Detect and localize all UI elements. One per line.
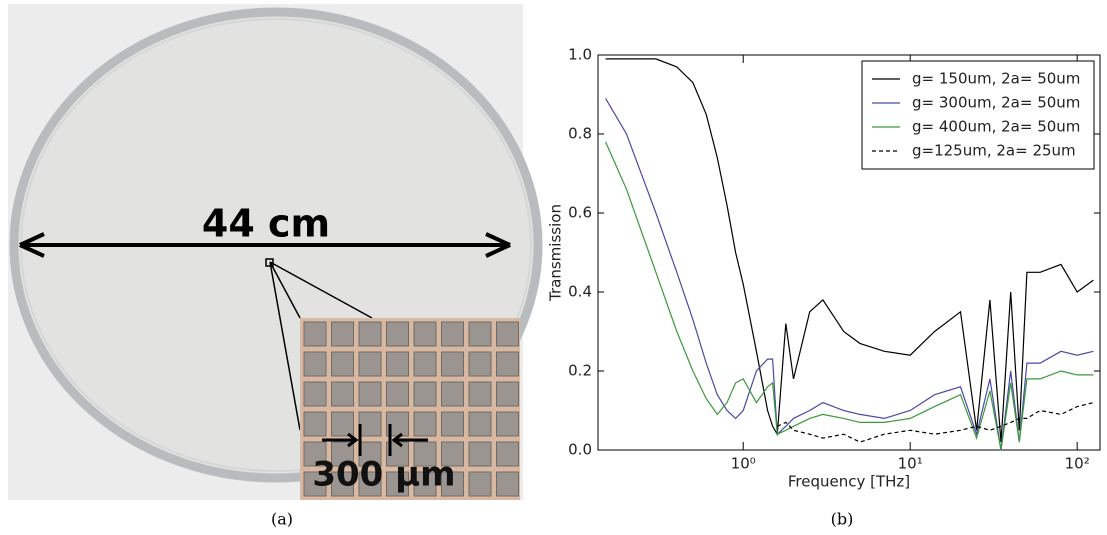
cell bbox=[496, 471, 519, 497]
zoom-lines bbox=[269, 261, 373, 431]
cell bbox=[413, 441, 437, 467]
cell bbox=[303, 471, 327, 497]
legend-label: g= 400um, 2a= 50um bbox=[912, 118, 1080, 136]
y-tick-label: 0.0 bbox=[568, 441, 592, 459]
cell bbox=[413, 351, 437, 377]
cell bbox=[413, 321, 437, 347]
cell bbox=[358, 471, 382, 497]
series-line bbox=[605, 141, 1094, 451]
series-line bbox=[605, 58, 1094, 443]
cell bbox=[386, 351, 409, 377]
cell bbox=[303, 351, 327, 377]
inset bbox=[300, 318, 520, 500]
legend-label: g= 150um, 2a= 50um bbox=[912, 70, 1080, 88]
cell bbox=[386, 471, 409, 497]
legend-label: g= 300um, 2a= 50um bbox=[912, 94, 1080, 112]
cell bbox=[331, 441, 354, 467]
series-line bbox=[777, 402, 1094, 443]
diameter-arrowheads bbox=[19, 232, 511, 258]
cell bbox=[358, 351, 382, 377]
cell bbox=[468, 351, 492, 377]
cell bbox=[496, 411, 519, 437]
cell bbox=[496, 321, 519, 347]
inset-cells bbox=[303, 321, 519, 497]
x-tick-label: 10⁰ bbox=[731, 455, 756, 473]
pitch-arrows bbox=[322, 424, 428, 456]
y-axis-label: Transmission bbox=[547, 204, 565, 302]
cell bbox=[496, 381, 519, 407]
cell bbox=[331, 471, 354, 497]
cell bbox=[331, 411, 354, 437]
cell bbox=[386, 381, 409, 407]
cell bbox=[468, 471, 492, 497]
cell bbox=[468, 321, 492, 347]
y-tick-label: 0.2 bbox=[568, 362, 592, 380]
photo: 44 cm 300 µm bbox=[8, 4, 543, 500]
cell bbox=[413, 411, 437, 437]
y-tick-label: 0.8 bbox=[568, 125, 592, 143]
cell bbox=[331, 321, 354, 347]
cell bbox=[331, 351, 354, 377]
y-tick-label: 0.4 bbox=[568, 283, 592, 301]
cell bbox=[303, 441, 327, 467]
chart: 0.0 0.2 0.4 0.6 0.8 1.0 10⁰ 10¹ 10² Frequency [TH… bbox=[547, 46, 1101, 491]
legend-box bbox=[861, 60, 1095, 170]
cell bbox=[441, 351, 464, 377]
zoom-spot bbox=[265, 258, 274, 267]
caption-a: (a) bbox=[271, 510, 293, 529]
cell bbox=[358, 381, 382, 407]
cell bbox=[468, 441, 492, 467]
cell bbox=[441, 471, 464, 497]
cell bbox=[386, 321, 409, 347]
cell bbox=[331, 381, 354, 407]
x-tick-label: 10¹ bbox=[898, 455, 923, 473]
cell bbox=[468, 381, 492, 407]
cell bbox=[468, 411, 492, 437]
cell bbox=[496, 441, 519, 467]
cell bbox=[303, 411, 327, 437]
y-tick-label: 0.6 bbox=[568, 204, 592, 222]
cell bbox=[303, 381, 327, 407]
cell bbox=[303, 321, 327, 347]
cell bbox=[441, 321, 464, 347]
diameter-label: 44 cm bbox=[202, 202, 330, 246]
cell bbox=[441, 411, 464, 437]
x-tick-label: 10² bbox=[1065, 455, 1090, 473]
series-line bbox=[605, 98, 1094, 451]
pitch-label: 300 µm bbox=[312, 455, 455, 495]
caption-b: (b) bbox=[831, 510, 854, 529]
cell bbox=[358, 321, 382, 347]
cell bbox=[358, 411, 382, 437]
cell bbox=[413, 381, 437, 407]
cell bbox=[496, 351, 519, 377]
cell bbox=[441, 441, 464, 467]
y-tick-label: 1.0 bbox=[568, 46, 592, 64]
legend-label: g=125um, 2a= 25um bbox=[912, 142, 1076, 160]
x-axis-label: Frequency [THz] bbox=[788, 473, 910, 491]
cell bbox=[441, 381, 464, 407]
cell bbox=[413, 471, 437, 497]
